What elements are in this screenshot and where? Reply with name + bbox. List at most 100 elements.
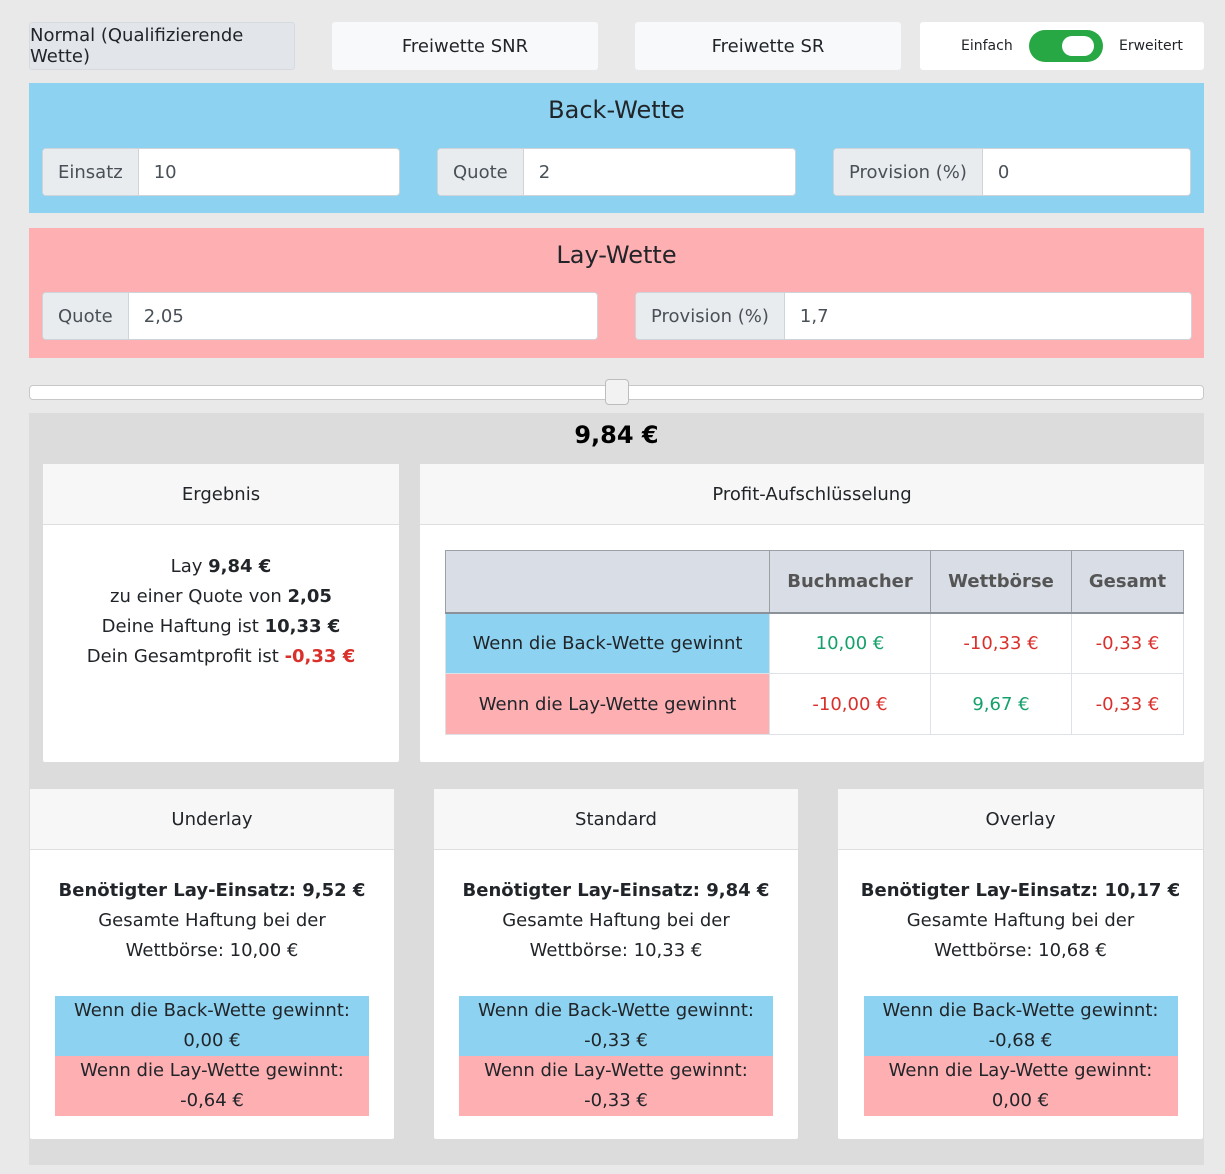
strategy-body-underlay: Benötigter Lay-Einsatz: 9,52 € Gesamte H… bbox=[30, 850, 394, 1116]
cell-back-wins-buchmacher: 10,00 € bbox=[769, 612, 931, 674]
result-lay-stake: 9,84 € bbox=[208, 556, 272, 577]
table-row: Wenn die Back-Wette gewinnt 10,00 € -10,… bbox=[445, 612, 1184, 674]
mode-label-simple: Einfach bbox=[961, 38, 1013, 54]
result-line-profit: Dein Gesamtprofit ist -0,33 € bbox=[43, 642, 399, 672]
back-odds-input[interactable]: 2 bbox=[523, 149, 795, 195]
table-header-buchmacher: Buchmacher bbox=[769, 550, 931, 614]
back-commission-label: Provision (%) bbox=[834, 149, 983, 195]
strategy-stake-underlay: Benötigter Lay-Einsatz: 9,52 € bbox=[58, 880, 366, 901]
lay-outcome-value: 0,00 € bbox=[991, 1090, 1050, 1111]
lay-outcome-value: -0,64 € bbox=[180, 1090, 244, 1111]
strategy-stake-standard: Benötigter Lay-Einsatz: 9,84 € bbox=[462, 880, 770, 901]
strategy-liability-line1-standard: Gesamte Haftung bei der bbox=[502, 910, 730, 931]
strategy-liability-line2-standard: Wettbörse: 10,33 € bbox=[529, 940, 703, 961]
result-line-liability-prefix: Deine Haftung ist bbox=[101, 616, 265, 637]
cell-back-wins-wettboerse: -10,33 € bbox=[930, 612, 1072, 674]
lay-stake-slider-thumb[interactable] bbox=[605, 379, 629, 405]
mode-label-advanced: Erweitert bbox=[1119, 38, 1183, 54]
strategy-lay-outcome-overlay: Wenn die Lay-Wette gewinnt: 0,00 € bbox=[863, 1056, 1178, 1116]
strategy-stake-overlay: Benötigter Lay-Einsatz: 10,17 € bbox=[860, 880, 1181, 901]
lay-outcome-value: -0,33 € bbox=[584, 1090, 648, 1111]
result-line-lay-prefix: Lay bbox=[170, 556, 209, 577]
result-card-body: Lay 9,84 € zu einer Quote von 2,05 Deine… bbox=[43, 525, 399, 672]
back-stake-label: Einsatz bbox=[43, 149, 139, 195]
cell-lay-wins-gesamt: -0,33 € bbox=[1071, 673, 1184, 735]
strategy-liability-line2-overlay: Wettbörse: 10,68 € bbox=[934, 940, 1107, 961]
result-line-liability: Deine Haftung ist 10,33 € bbox=[43, 612, 399, 642]
result-line-odds: zu einer Quote von 2,05 bbox=[43, 582, 399, 612]
cell-lay-wins-wettboerse: 9,67 € bbox=[930, 673, 1072, 735]
result-card: Ergebnis Lay 9,84 € zu einer Quote von 2… bbox=[42, 463, 400, 763]
strategy-liability-line1-underlay: Gesamte Haftung bei der bbox=[98, 910, 326, 931]
toggle-knob bbox=[1062, 36, 1094, 56]
result-line-profit-prefix: Dein Gesamtprofit ist bbox=[86, 646, 285, 667]
lay-stake-amount: 9,84 € bbox=[574, 421, 659, 449]
table-header-gesamt: Gesamt bbox=[1071, 550, 1184, 614]
strategy-lay-outcome-standard: Wenn die Lay-Wette gewinnt: -0,33 € bbox=[459, 1056, 773, 1116]
back-outcome-value: 0,00 € bbox=[183, 1030, 241, 1051]
result-liability: 10,33 € bbox=[264, 616, 341, 637]
lay-commission-group: Provision (%) 1,7 bbox=[635, 292, 1192, 340]
row-label-lay-wins: Wenn die Lay-Wette gewinnt bbox=[445, 673, 770, 735]
strategy-title-overlay: Overlay bbox=[838, 789, 1203, 850]
back-outcome-value: -0,33 € bbox=[584, 1030, 648, 1051]
strategy-title-underlay: Underlay bbox=[30, 789, 394, 850]
result-area: 9,84 € Ergebnis Lay 9,84 € zu einer Quot… bbox=[29, 413, 1204, 1165]
strategy-back-outcome-standard: Wenn die Back-Wette gewinnt: -0,33 € bbox=[459, 996, 773, 1056]
strategy-back-outcome-underlay: Wenn die Back-Wette gewinnt: 0,00 € bbox=[55, 996, 369, 1056]
result-card-title: Ergebnis bbox=[43, 464, 399, 525]
strategy-card-standard: Standard Benötigter Lay-Einsatz: 9,84 € … bbox=[433, 788, 799, 1140]
mode-toggle-switch[interactable] bbox=[1029, 30, 1103, 62]
lay-odds-input[interactable]: 2,05 bbox=[128, 293, 597, 339]
back-outcome-label: Wenn die Back-Wette gewinnt: bbox=[74, 1000, 350, 1021]
row-label-back-wins: Wenn die Back-Wette gewinnt bbox=[445, 612, 770, 674]
lay-commission-input[interactable]: 1,7 bbox=[784, 293, 1191, 339]
result-line-lay: Lay 9,84 € bbox=[43, 552, 399, 582]
tab-freiwette-snr[interactable]: Freiwette SNR bbox=[332, 22, 598, 70]
strategy-body-overlay: Benötigter Lay-Einsatz: 10,17 € Gesamte … bbox=[838, 850, 1203, 1116]
table-header-row: Buchmacher Wettbörse Gesamt bbox=[445, 550, 1184, 614]
strategy-back-outcome-overlay: Wenn die Back-Wette gewinnt: -0,68 € bbox=[863, 996, 1178, 1056]
strategy-liability-line1-overlay: Gesamte Haftung bei der bbox=[906, 910, 1135, 931]
lay-outcome-label: Wenn die Lay-Wette gewinnt: bbox=[484, 1060, 748, 1081]
profit-breakdown-title: Profit-Aufschlüsselung bbox=[420, 464, 1204, 525]
tab-normal[interactable]: Normal (Qualifizierende Wette) bbox=[29, 22, 295, 70]
strategy-outcomes-underlay: Wenn die Back-Wette gewinnt: 0,00 € Wenn … bbox=[55, 996, 369, 1116]
table-header-wettboerse: Wettbörse bbox=[930, 550, 1072, 614]
back-commission-group: Provision (%) 0 bbox=[833, 148, 1191, 196]
back-odds-label: Quote bbox=[438, 149, 524, 195]
back-bet-section: Back-Wette Einsatz 10 Quote 2 Provision … bbox=[29, 83, 1204, 213]
cell-lay-wins-buchmacher: -10,00 € bbox=[769, 673, 931, 735]
tab-freiwette-sr[interactable]: Freiwette SR bbox=[635, 22, 901, 70]
table-row: Wenn die Lay-Wette gewinnt -10,00 € 9,67… bbox=[445, 673, 1184, 735]
bet-type-tabs: Normal (Qualifizierende Wette) Freiwette… bbox=[29, 22, 1204, 70]
back-stake-input[interactable]: 10 bbox=[138, 149, 399, 195]
profit-breakdown-table: Buchmacher Wettbörse Gesamt Wenn die Bac… bbox=[445, 550, 1184, 735]
back-bet-title: Back-Wette bbox=[548, 96, 685, 124]
lay-odds-label: Quote bbox=[43, 293, 129, 339]
lay-bet-title: Lay-Wette bbox=[556, 241, 677, 269]
result-lay-odds: 2,05 bbox=[287, 586, 332, 607]
back-outcome-label: Wenn die Back-Wette gewinnt: bbox=[882, 1000, 1159, 1021]
strategy-liability-line2-underlay: Wettbörse: 10,00 € bbox=[125, 940, 299, 961]
lay-odds-group: Quote 2,05 bbox=[42, 292, 598, 340]
lay-commission-label: Provision (%) bbox=[636, 293, 785, 339]
result-line-odds-prefix: zu einer Quote von bbox=[110, 586, 288, 607]
table-header-empty bbox=[445, 550, 770, 614]
strategy-outcomes-standard: Wenn die Back-Wette gewinnt: -0,33 € Wenn… bbox=[459, 996, 773, 1116]
profit-breakdown-card: Profit-Aufschlüsselung Buchmacher Wettbö… bbox=[419, 463, 1204, 763]
back-outcome-value: -0,68 € bbox=[988, 1030, 1053, 1051]
lay-bet-section: Lay-Wette Quote 2,05 Provision (%) 1,7 bbox=[29, 228, 1204, 358]
mode-toggle-box: Einfach Erweitert bbox=[920, 22, 1204, 70]
strategy-outcomes-overlay: Wenn die Back-Wette gewinnt: -0,68 € Wenn… bbox=[863, 996, 1178, 1116]
back-stake-group: Einsatz 10 bbox=[42, 148, 400, 196]
strategy-card-underlay: Underlay Benötigter Lay-Einsatz: 9,52 € … bbox=[29, 788, 395, 1140]
strategy-card-overlay: Overlay Benötigter Lay-Einsatz: 10,17 € … bbox=[837, 788, 1204, 1140]
lay-outcome-label: Wenn die Lay-Wette gewinnt: bbox=[888, 1060, 1153, 1081]
cell-back-wins-gesamt: -0,33 € bbox=[1071, 612, 1184, 674]
lay-outcome-label: Wenn die Lay-Wette gewinnt: bbox=[80, 1060, 344, 1081]
back-commission-input[interactable]: 0 bbox=[982, 149, 1190, 195]
back-odds-group: Quote 2 bbox=[437, 148, 796, 196]
result-total-profit: -0,33 € bbox=[284, 646, 356, 667]
strategy-lay-outcome-underlay: Wenn die Lay-Wette gewinnt: -0,64 € bbox=[55, 1056, 369, 1116]
